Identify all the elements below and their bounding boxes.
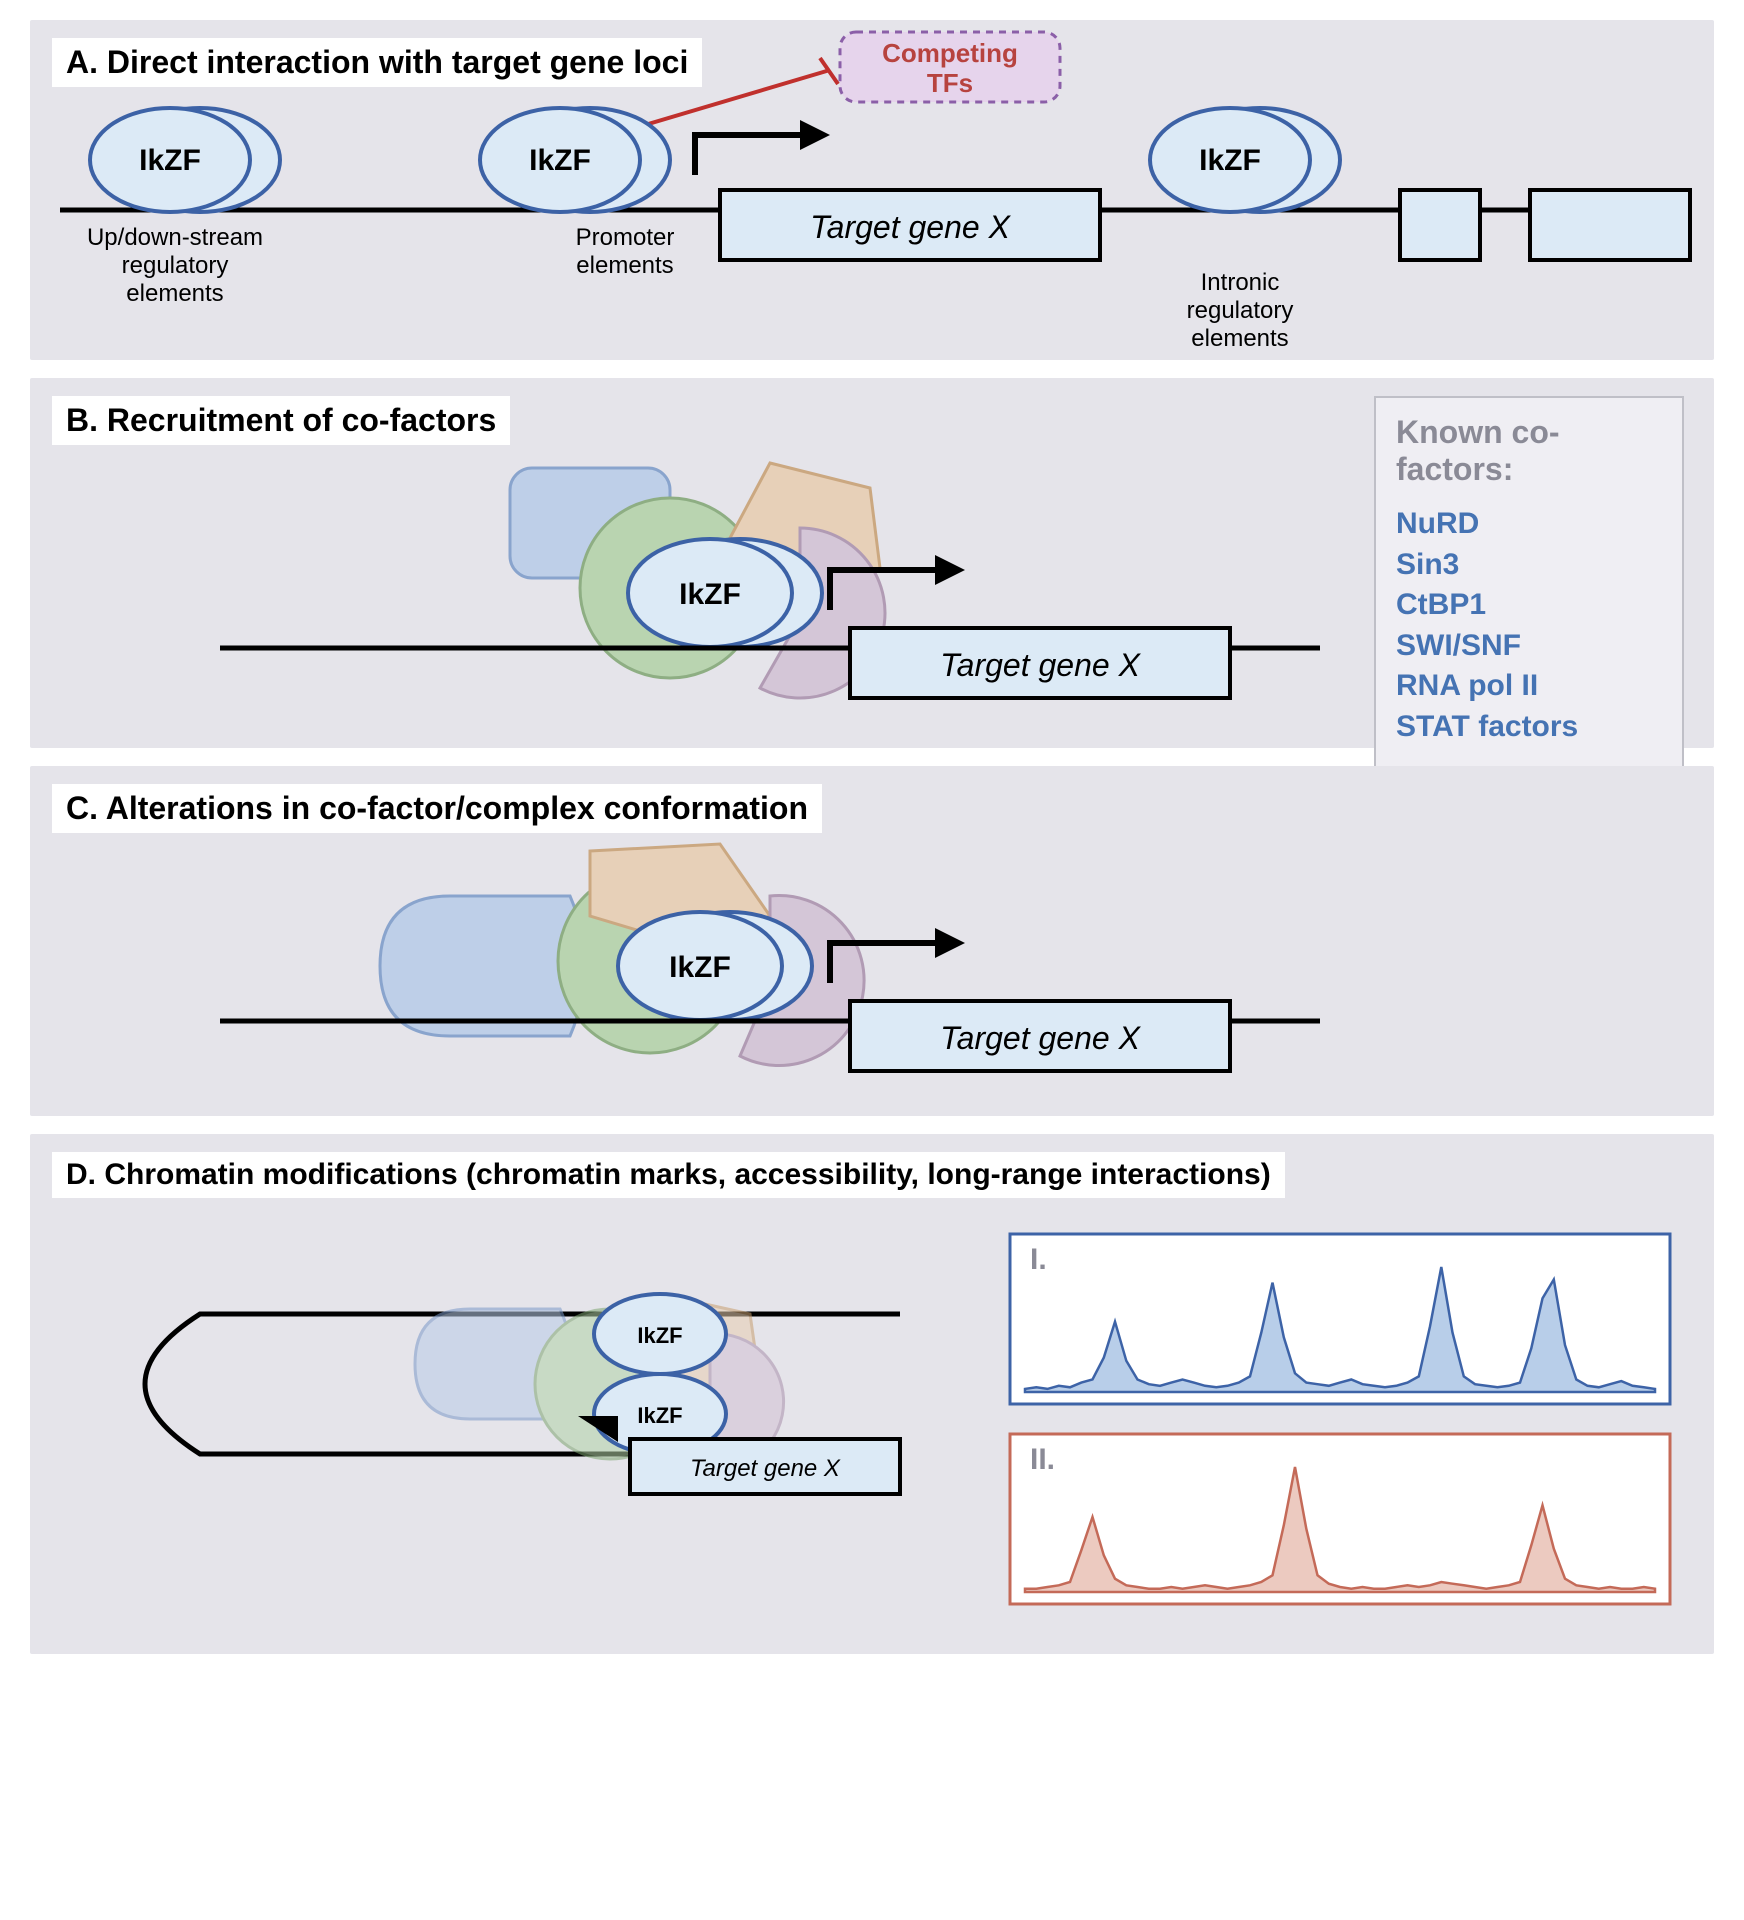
competing-tfs-line2: TFs — [927, 68, 973, 98]
competing-tfs-line1: Competing — [882, 38, 1018, 68]
cofactor-item: SWI/SNF — [1396, 626, 1662, 667]
svg-text:IkZF: IkZF — [637, 1403, 682, 1428]
svg-text:IkZF: IkZF — [529, 144, 591, 177]
svg-text:IkZF: IkZF — [679, 578, 741, 611]
cofactor-item: CtBP1 — [1396, 585, 1662, 626]
panel-a-title: A. Direct interaction with target gene l… — [52, 38, 702, 87]
svg-text:regulatory: regulatory — [122, 252, 229, 279]
svg-text:IkZF: IkZF — [637, 1323, 682, 1348]
cofactors-box: Known co-factors: NuRDSin3CtBP1SWI/SNFRN… — [1374, 396, 1684, 769]
panel-b-title: B. Recruitment of co-factors — [52, 396, 510, 445]
panel-d-target-gene: Target gene X — [690, 1455, 841, 1482]
panel-c: C. Alterations in co-factor/complex conf… — [30, 766, 1714, 1116]
track1-label: I. — [1030, 1243, 1047, 1276]
panel-d: D. Chromatin modifications (chromatin ma… — [30, 1134, 1714, 1654]
panel-c-target-gene: Target gene X — [940, 1020, 1142, 1056]
svg-text:IkZF: IkZF — [669, 951, 731, 984]
svg-text:Up/down-stream: Up/down-stream — [87, 224, 263, 251]
svg-text:elements: elements — [576, 252, 673, 279]
cofactors-header: Known co-factors: — [1396, 414, 1662, 488]
panel-a-target-gene: Target gene X — [810, 209, 1012, 245]
svg-text:IkZF: IkZF — [139, 144, 201, 177]
panel-c-title: C. Alterations in co-factor/complex conf… — [52, 784, 822, 833]
panel-b-target-gene: Target gene X — [940, 647, 1142, 683]
ikzf-upstream: IkZF — [90, 108, 280, 212]
svg-text:IkZF: IkZF — [1199, 144, 1261, 177]
ikzf-promoter: IkZF — [480, 108, 670, 212]
ikzf-intronic: IkZF — [1150, 108, 1340, 212]
svg-text:elements: elements — [126, 280, 223, 307]
panel-a: A. Direct interaction with target gene l… — [30, 20, 1714, 360]
svg-text:regulatory: regulatory — [1187, 297, 1294, 324]
cofactor-item: NuRD — [1396, 504, 1662, 545]
track2-label: II. — [1030, 1443, 1055, 1476]
cofactor-item: STAT factors — [1396, 707, 1662, 748]
svg-text:Intronic: Intronic — [1201, 269, 1280, 296]
svg-text:Promoter: Promoter — [576, 224, 675, 251]
panel-b: B. Recruitment of co-factors Known co-fa… — [30, 378, 1714, 748]
cofactor-item: Sin3 — [1396, 545, 1662, 586]
panel-d-diagram: IkZF IkZF Target gene X — [30, 1134, 1714, 1654]
svg-text:elements: elements — [1191, 325, 1288, 352]
cofactor-item: RNA pol II — [1396, 666, 1662, 707]
panel-d-title: D. Chromatin modifications (chromatin ma… — [52, 1152, 1285, 1198]
